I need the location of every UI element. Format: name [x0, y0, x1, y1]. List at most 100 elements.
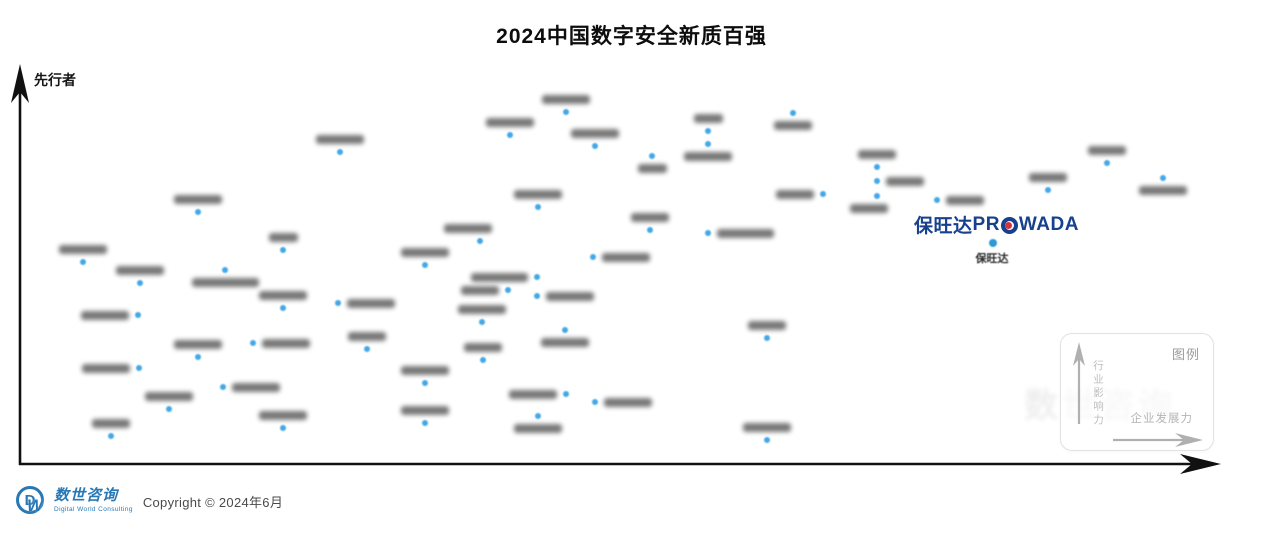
- scatter-point: [195, 354, 201, 360]
- legend-title: 图例: [1171, 347, 1200, 362]
- blurred-company-label: [174, 195, 222, 204]
- legend-x-arrowhead: [1175, 433, 1203, 447]
- blurred-company-label: [232, 383, 280, 392]
- highlight-brand-logo: 保旺达 PR WADA: [914, 211, 1084, 238]
- brand-o-ring-icon: [1000, 217, 1018, 234]
- scatter-point: [280, 425, 286, 431]
- blurred-company-label: [858, 150, 896, 159]
- scatter-point: [764, 335, 770, 341]
- pioneer-axis-label: 先行者: [34, 72, 76, 88]
- scatter-point: [507, 132, 513, 138]
- blurred-company-label: [946, 196, 984, 205]
- copyright-text: Copyright © 2024年6月: [142, 495, 284, 510]
- logo-company-name-en: Digital World Consulting: [54, 506, 133, 513]
- logo-w-monogram: W: [27, 496, 44, 515]
- scatter-point: [563, 109, 569, 115]
- blurred-company-label: [316, 135, 364, 144]
- highlight-brand-cn: 保旺达: [914, 216, 973, 237]
- blurred-company-label: [541, 338, 589, 347]
- scatter-point: [422, 420, 428, 426]
- scatter-point: [422, 262, 428, 268]
- scatter-point: [220, 384, 226, 390]
- blurred-company-label: [637, 164, 667, 173]
- blurred-company-label: [542, 95, 590, 104]
- blurred-company-label: [684, 152, 732, 161]
- scatter-point: [280, 247, 286, 253]
- blurred-company-label: [464, 343, 502, 352]
- scatter-point: [135, 312, 141, 318]
- blurred-company-label: [631, 213, 669, 222]
- blurred-company-label: [743, 423, 791, 432]
- blurred-company-label: [145, 392, 193, 401]
- blurred-company-label: [458, 305, 506, 314]
- blurred-company-label: [174, 340, 222, 349]
- blurred-company-label: [693, 114, 723, 123]
- y-axis-arrowhead: [11, 64, 29, 103]
- blurred-company-label: [262, 339, 310, 348]
- blurred-company-label: [774, 121, 812, 130]
- scatter-point: [1045, 187, 1051, 193]
- scatter-point: [534, 274, 540, 280]
- legend-arrows-svg: [1073, 342, 1203, 447]
- footer: D W 数世咨询 Digital World Consulting Copyri…: [16, 484, 283, 518]
- scatter-point: [477, 238, 483, 244]
- blurred-company-label: [259, 291, 307, 300]
- blurred-company-label: [259, 411, 307, 420]
- scatter-point: [592, 143, 598, 149]
- scatter-point: [790, 110, 796, 116]
- blurred-company-label: [1139, 186, 1187, 195]
- scatter-point: [250, 340, 256, 346]
- highlight-brand-latin-post: WADA: [1018, 213, 1079, 235]
- legend-y-axis-label: 行业影响力: [1092, 360, 1104, 428]
- scatter-point: [705, 230, 711, 236]
- scatter-point: [934, 197, 940, 203]
- legend-y-arrowhead: [1073, 342, 1085, 366]
- scatter-point: [592, 399, 598, 405]
- scatter-point: [590, 254, 596, 260]
- scatter-point: [166, 406, 172, 412]
- scatter-point: [337, 149, 343, 155]
- blurred-company-label: [59, 245, 107, 254]
- logo-text-block: 数世咨询 Digital World Consulting: [54, 484, 133, 513]
- blurred-company-label: [92, 419, 130, 428]
- blurred-company-label: [116, 266, 164, 275]
- scatter-point: [820, 191, 826, 197]
- scatter-point: [195, 209, 201, 215]
- scatter-point: [705, 128, 711, 134]
- blurred-company-label: [604, 398, 652, 407]
- blurred-company-label: [546, 292, 594, 301]
- scatter-point: [280, 305, 286, 311]
- blurred-company-label: [486, 118, 534, 127]
- legend-box: 图例 行业影响力 企业发展力: [1060, 333, 1214, 451]
- scatter-point: [364, 346, 370, 352]
- scatter-point: [1104, 160, 1110, 166]
- logo-d-monogram: D: [16, 486, 44, 514]
- scatter-point: [422, 380, 428, 386]
- scatter-point: [535, 413, 541, 419]
- highlight-point-label: 保旺达: [975, 253, 1009, 265]
- blurred-company-label: [514, 190, 562, 199]
- blurred-company-label: [401, 366, 449, 375]
- highlight-brand-latin-pre: PR: [972, 213, 1000, 235]
- scatter-point: [874, 193, 880, 199]
- scatter-point: [874, 164, 880, 170]
- scatter-point: [505, 287, 511, 293]
- blurred-company-label: [776, 190, 814, 199]
- scatter-point: [136, 365, 142, 371]
- blurred-company-label: [191, 278, 259, 287]
- dw-logo: D W: [16, 484, 52, 518]
- x-axis-arrowhead: [1180, 454, 1221, 474]
- blurred-company-label: [471, 273, 528, 282]
- scatter-point: [764, 437, 770, 443]
- scatter-point: [137, 280, 143, 286]
- blurred-company-label: [886, 177, 924, 186]
- legend-x-axis-label: 企业发展力: [1130, 413, 1193, 425]
- blurred-company-label: [1088, 146, 1126, 155]
- blurred-company-label: [602, 253, 650, 262]
- scatter-point: [563, 391, 569, 397]
- blurred-company-label: [748, 321, 786, 330]
- blurred-company-label: [348, 332, 386, 341]
- chart-title: 2024中国数字安全新质百强: [496, 25, 767, 48]
- logo-company-name-cn: 数世咨询: [54, 487, 119, 504]
